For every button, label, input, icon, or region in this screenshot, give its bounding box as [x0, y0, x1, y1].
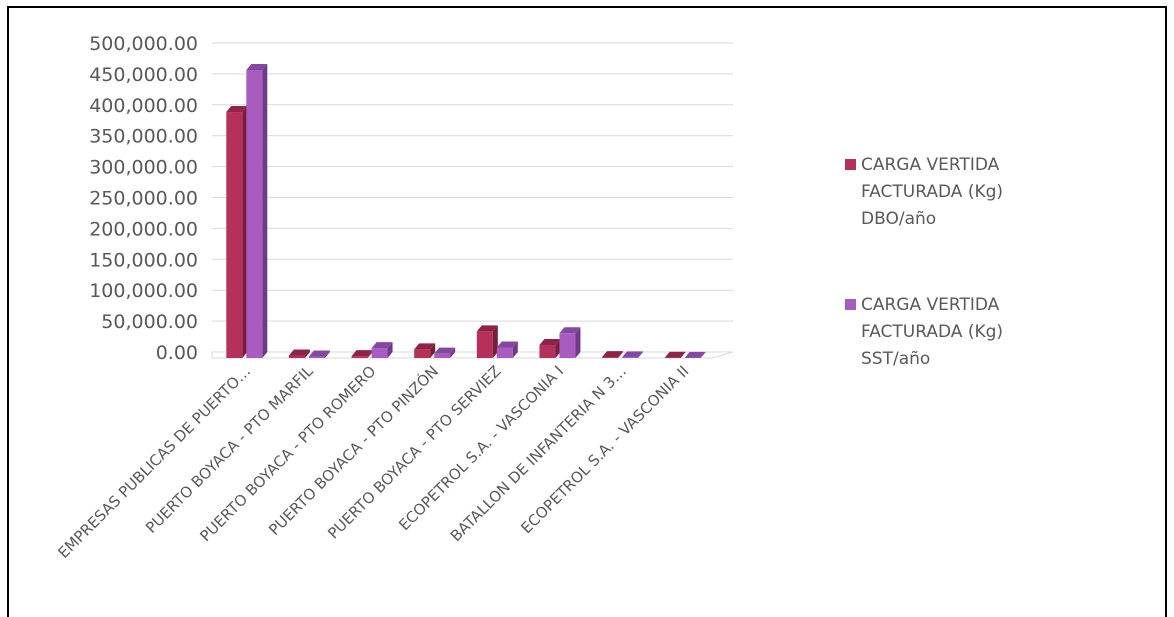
bar-front: [371, 348, 388, 358]
legend-swatch: [845, 299, 856, 310]
y-tick-label: 0.00: [156, 342, 198, 364]
bar-side: [450, 347, 456, 358]
bar-top: [351, 350, 373, 357]
bar-top: [476, 325, 498, 332]
bar-top: [664, 351, 686, 358]
bar-top: [539, 339, 561, 346]
bar-top: [288, 349, 310, 356]
legend-swatch: [845, 159, 856, 170]
bar-top: [602, 351, 624, 358]
y-tick-label: 300,000.00: [89, 157, 198, 179]
bar-front: [308, 356, 325, 358]
bar-side: [324, 350, 330, 358]
legend-label: FACTURADA (Kg): [861, 182, 1003, 202]
bar-top: [308, 350, 330, 357]
bar-top: [684, 351, 706, 358]
legend-label: DBO/año: [861, 209, 936, 229]
legend-label: SST/año: [861, 349, 930, 369]
y-tick-label: 50,000.00: [101, 311, 198, 333]
bar-front: [288, 355, 305, 358]
bar-front: [414, 349, 431, 358]
chart-frame: [7, 6, 1167, 617]
bar-side: [304, 349, 310, 358]
bar-front: [434, 353, 451, 358]
bar-top: [496, 341, 518, 348]
legend-label: CARGA VERTIDA: [861, 155, 1000, 175]
y-tick-label: 250,000.00: [89, 188, 198, 210]
bar-top: [559, 327, 581, 334]
bar-side: [555, 339, 561, 358]
y-tick-label: 500,000.00: [89, 33, 198, 55]
bar-side: [680, 351, 686, 358]
bar-top: [622, 351, 644, 358]
bar-side: [575, 327, 581, 358]
bar-front: [226, 112, 243, 358]
bar-side: [492, 325, 498, 358]
bar-side: [618, 351, 624, 358]
y-tick-label: 100,000.00: [89, 280, 198, 302]
bar-side: [367, 350, 373, 358]
bar-side: [262, 64, 268, 359]
legend-label: FACTURADA (Kg): [861, 322, 1003, 342]
bar-front: [539, 345, 556, 358]
y-tick-label: 350,000.00: [89, 126, 198, 148]
bar-front: [351, 356, 368, 358]
bar-front: [246, 70, 263, 359]
bar-side: [512, 341, 518, 358]
bar-side: [638, 351, 644, 358]
bar-front: [622, 357, 639, 358]
legend-label: CARGA VERTIDA: [861, 295, 1000, 315]
bar-front: [602, 357, 619, 358]
bar-front: [496, 347, 513, 358]
bar-side: [242, 106, 248, 358]
bar-top: [414, 343, 436, 350]
y-tick-label: 400,000.00: [89, 95, 198, 117]
bar-top: [246, 64, 268, 71]
bar-side: [387, 342, 393, 358]
bar-top: [371, 342, 393, 349]
y-tick-label: 450,000.00: [89, 64, 198, 86]
bar-side: [430, 343, 436, 358]
bar-top: [434, 347, 456, 354]
bar-top: [226, 106, 248, 113]
y-tick-label: 200,000.00: [89, 218, 198, 240]
bar-front: [559, 333, 576, 358]
bar-side: [700, 351, 706, 358]
y-tick-label: 150,000.00: [89, 249, 198, 271]
bar-front: [476, 331, 493, 358]
